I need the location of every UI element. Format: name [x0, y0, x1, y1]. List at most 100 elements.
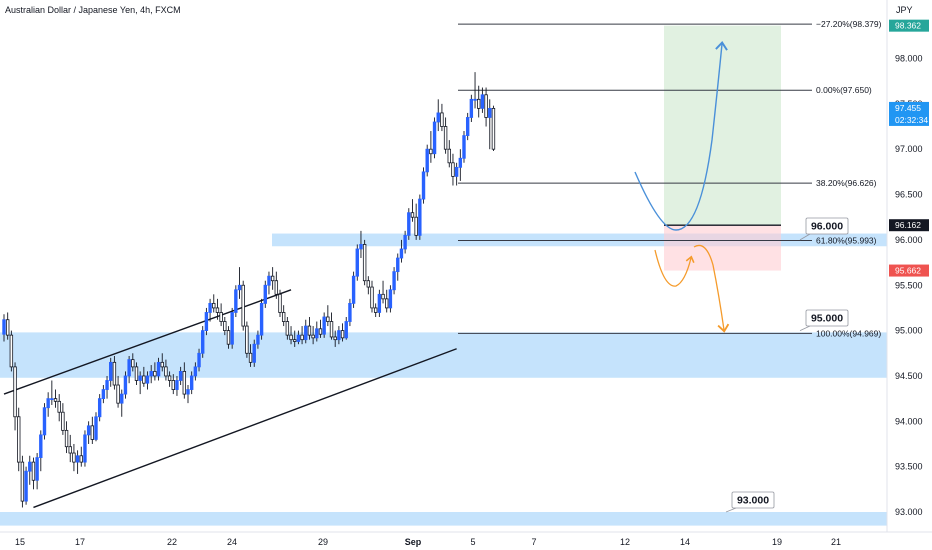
candle-body: [256, 334, 260, 345]
candle-body: [318, 328, 323, 335]
candle-body: [109, 361, 113, 381]
candle: [219, 303, 223, 327]
candle: [480, 87, 485, 113]
price-tag-bg: [889, 19, 929, 32]
candle: [256, 330, 260, 349]
candle: [20, 455, 25, 508]
candle-body: [267, 275, 271, 286]
candle: [204, 307, 209, 336]
candle: [443, 117, 448, 154]
price-tags: 98.362 97.455 02:32:34 96.162 95.662: [889, 19, 929, 277]
candle: [248, 344, 253, 367]
candle: [340, 323, 345, 342]
fib-label: 38.20%(96.626): [816, 178, 877, 188]
candle-body: [396, 257, 400, 273]
candle-body: [24, 470, 28, 502]
candle: [344, 316, 348, 340]
candle-body: [259, 302, 264, 336]
candle-body: [285, 321, 290, 336]
candle: [72, 443, 76, 472]
candle-body: [252, 343, 256, 363]
candle: [120, 389, 124, 417]
candle-body: [304, 325, 308, 341]
candle-body: [311, 334, 315, 339]
callout-label: 96.000: [811, 221, 843, 233]
candle: [208, 298, 212, 322]
candle-body: [234, 289, 238, 313]
candle-body: [182, 371, 187, 395]
zone-support-95: [0, 332, 887, 378]
profit-target-zone: [664, 25, 781, 226]
candle-body: [86, 425, 91, 436]
candle-body: [186, 389, 190, 395]
candle: [101, 385, 106, 404]
candle: [418, 194, 422, 240]
candle-body: [392, 271, 396, 291]
candle: [300, 326, 304, 345]
y-tick-label: 93.000: [895, 507, 923, 517]
candle: [160, 353, 164, 372]
candle: [134, 362, 139, 386]
y-tick-label: 96.500: [895, 190, 923, 200]
price-tag-label: 95.662: [895, 266, 921, 276]
candle: [355, 244, 359, 281]
candle: [86, 421, 91, 444]
candle-body: [307, 325, 312, 336]
candle: [488, 99, 492, 150]
candle: [175, 375, 179, 396]
callout-93.000: 93.000: [725, 491, 775, 513]
channel-lower-line: [33, 348, 457, 509]
price-tag-dark: 96.162: [889, 219, 929, 232]
candle: [278, 289, 282, 317]
candle: [57, 394, 61, 422]
candle-body: [79, 455, 83, 463]
candle: [64, 421, 69, 454]
candle: [193, 362, 198, 381]
candle-body: [237, 284, 242, 291]
candle-body: [105, 380, 109, 390]
candle-body: [377, 293, 382, 313]
candle-body: [248, 352, 253, 363]
candle: [348, 298, 352, 327]
candle: [186, 385, 190, 404]
candle: [28, 455, 32, 485]
candle-body: [53, 398, 58, 402]
callout-box: [805, 309, 849, 327]
candle-body: [226, 330, 231, 345]
candle-body: [429, 148, 433, 155]
candle: [153, 362, 157, 381]
callout-box: [805, 217, 849, 235]
candle-body: [344, 321, 348, 339]
candle: [267, 271, 271, 295]
candle: [182, 362, 187, 399]
x-tick-label: 29: [318, 537, 328, 547]
callout-95.000: 95.000: [799, 309, 849, 331]
bearish-projection-path: [693, 244, 730, 333]
candle: [304, 319, 308, 344]
candle: [79, 446, 83, 467]
candle-body: [97, 398, 102, 418]
candle-body: [407, 212, 411, 236]
x-tick-label: 12: [620, 537, 630, 547]
candle: [245, 321, 249, 358]
y-tick-label: 96.000: [895, 235, 923, 245]
candle-body: [138, 375, 142, 381]
x-tick-label: 22: [167, 537, 177, 547]
candle-body: [326, 316, 330, 322]
callout-label: 95.000: [811, 313, 843, 325]
candle-body: [167, 375, 172, 381]
fib-label: 0.00%(97.650): [816, 85, 872, 95]
candle-body: [42, 407, 47, 436]
candle: [425, 144, 429, 177]
candle: [109, 357, 113, 387]
x-tick-label: 7: [531, 537, 536, 547]
candle: [94, 412, 98, 442]
currency-label: JPY: [896, 5, 913, 15]
candle: [274, 271, 279, 299]
candle-body: [278, 293, 282, 313]
candle-body: [333, 336, 337, 341]
candle-body: [156, 361, 161, 377]
trend-channel: [3, 289, 457, 509]
candle-body: [403, 234, 407, 250]
candle: [123, 371, 128, 399]
